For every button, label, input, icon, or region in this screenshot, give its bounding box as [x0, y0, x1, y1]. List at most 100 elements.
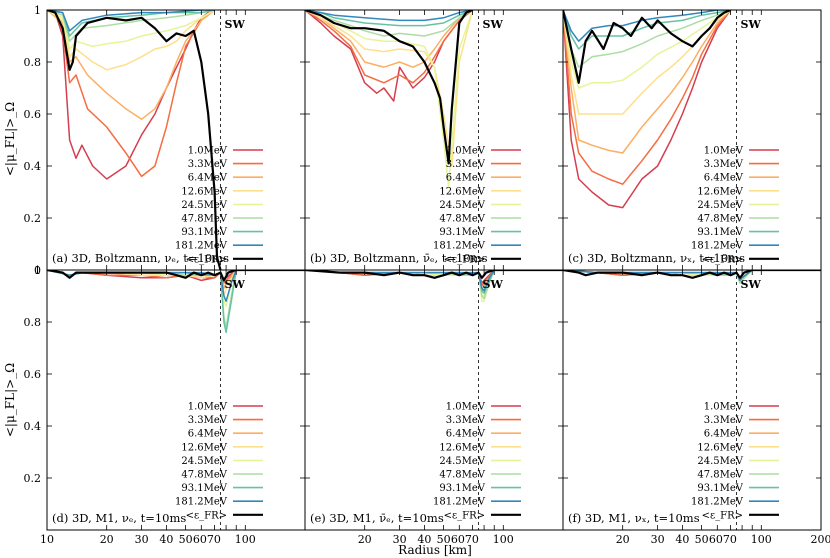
series-line-1_0MeV	[563, 10, 732, 209]
panel-label: (c) 3D, Boltzmann, νₓ, t=10ms	[568, 251, 745, 265]
shock-label: SW	[483, 18, 504, 31]
legend-label: 12.6MeV	[181, 442, 227, 453]
shock-label: SW	[225, 18, 246, 31]
panel-0: SW 0 0.2 0.4 0.6 0.8 1 1.0MeV 3.3MeV 6.4MeV 12.6Me…	[24, 4, 306, 277]
x-tick-label: 100	[235, 533, 256, 546]
legend-label: <ε_FR>	[702, 254, 743, 265]
legend-label: 1.0MeV	[704, 146, 744, 157]
series-line-mean	[305, 270, 563, 279]
legend-label: 12.6MeV	[439, 186, 485, 197]
legend-label: 3.3MeV	[446, 415, 486, 426]
series-line-mean	[563, 270, 821, 279]
legend-label: <ε_FR>	[444, 254, 485, 265]
legend-label: 47.8MeV	[697, 470, 743, 481]
x-tick-label: 100	[493, 533, 514, 546]
series-line-181_2MeV	[563, 10, 731, 42]
series-line-3_3MeV	[305, 10, 474, 84]
legend-label: 181.2MeV	[433, 241, 486, 252]
series-group	[47, 270, 305, 334]
legend-label: 24.5MeV	[439, 456, 485, 467]
legend-label: 181.2MeV	[433, 497, 486, 508]
legend-label: 12.6MeV	[697, 186, 743, 197]
x-tick-label: 50	[179, 533, 193, 546]
legend-label: 47.8MeV	[181, 214, 227, 225]
series-line-6_4MeV	[47, 10, 216, 120]
x-tick-label: 20	[100, 533, 114, 546]
legend-label: 6.4MeV	[188, 429, 228, 440]
legend-label: 93.1MeV	[697, 227, 743, 238]
legend-label: <ε_FR>	[702, 510, 743, 521]
series-line-93_1MeV	[305, 10, 473, 27]
series-line-mean	[563, 10, 732, 84]
y-tick-label: 1	[34, 4, 41, 17]
shock-label: SW	[741, 18, 762, 31]
y-tick-label: 0.8	[24, 56, 42, 69]
legend: 1.0MeV 3.3MeV 6.4MeV 12.6MeV 24.5MeV 47.8MeV 9…	[175, 146, 263, 265]
y-tick-label: 0.6	[24, 368, 42, 381]
legend-label: 93.1MeV	[181, 227, 227, 238]
y-axis-title-top: <|μ_FL|>_Ω	[3, 102, 17, 176]
legend-label: 3.3MeV	[188, 415, 228, 426]
panel-label: (d) 3D, M1, νₑ, t=10ms	[52, 511, 186, 525]
legend-label: 6.4MeV	[446, 429, 486, 440]
series-line-47_8MeV	[305, 10, 473, 37]
panel-label: (e) 3D, M1, ν̄ₑ, t=10ms	[310, 511, 444, 525]
series-line-1_0MeV	[305, 10, 474, 102]
legend-label: 24.5MeV	[697, 456, 743, 467]
series-line-47_8MeV	[47, 10, 215, 42]
legend-label: 6.4MeV	[446, 173, 486, 184]
series-line-mean	[47, 10, 222, 270]
y-tick-label: 0.2	[24, 472, 42, 485]
legend-label: 181.2MeV	[175, 241, 228, 252]
legend-label: 1.0MeV	[446, 146, 486, 157]
series-group	[47, 10, 222, 270]
legend: 1.0MeV 3.3MeV 6.4MeV 12.6MeV 24.5MeV 47.8MeV 9…	[691, 402, 779, 521]
legend-label: 24.5MeV	[181, 456, 227, 467]
legend-label: 3.3MeV	[188, 159, 228, 170]
legend-label: 24.5MeV	[697, 200, 743, 211]
legend-label: 47.8MeV	[439, 470, 485, 481]
series-line-6_4MeV	[305, 10, 473, 68]
x-tick-label: 6070	[193, 533, 221, 546]
legend-label: 1.0MeV	[188, 146, 228, 157]
series-line-181_2MeV	[47, 10, 215, 32]
y-tick-label: 0	[34, 264, 41, 277]
legend: 1.0MeV 3.3MeV 6.4MeV 12.6MeV 24.5MeV 47.8MeV 9…	[175, 402, 263, 521]
series-line-12_6MeV	[47, 10, 215, 71]
series-group	[305, 270, 563, 302]
series-line-mean	[305, 10, 474, 165]
x-tick-label: 40	[159, 533, 173, 546]
legend-label: <ε_FR>	[444, 510, 485, 521]
x-tick-label: 6070	[709, 533, 737, 546]
series-group	[563, 10, 732, 209]
legend-label: 93.1MeV	[181, 483, 227, 494]
legend-label: 12.6MeV	[181, 186, 227, 197]
legend-label: 93.1MeV	[439, 483, 485, 494]
x-tick-label: 30	[135, 533, 149, 546]
x-tick-label: 20	[358, 533, 372, 546]
y-tick-label: 0.8	[24, 316, 42, 329]
series-line-24_5MeV	[47, 10, 215, 50]
y-tick-label: 0.4	[24, 160, 42, 173]
y-tick-label: 0.4	[24, 420, 42, 433]
y-tick-label: 0.6	[24, 108, 42, 121]
panel-label: (a) 3D, Boltzmann, νₑ, t=10ms	[52, 251, 229, 265]
series-line-24_5MeV	[563, 10, 731, 89]
shock-label: SW	[483, 278, 504, 291]
legend-label: 93.1MeV	[439, 227, 485, 238]
x-tick-label: 100	[751, 533, 772, 546]
panel-5: SW 20 30 40 50 6070 100 200 1.0MeV 3.3MeV 6.4MeV 12…	[562, 269, 830, 546]
x-tick-label: 200	[811, 533, 830, 546]
legend-label: 3.3MeV	[704, 159, 744, 170]
legend-label: 47.8MeV	[697, 214, 743, 225]
panels-group: SW 0 0.2 0.4 0.6 0.8 1 1.0MeV 3.3MeV 6.4MeV 12.6Me…	[24, 4, 830, 546]
x-tick-label: 50	[695, 533, 709, 546]
legend-label: 181.2MeV	[175, 497, 228, 508]
series-line-mean	[47, 270, 305, 282]
series-line-3_3MeV	[563, 10, 732, 185]
legend-label: 47.8MeV	[439, 214, 485, 225]
series-line-181_2MeV	[305, 10, 473, 22]
legend-label: 181.2MeV	[691, 241, 744, 252]
